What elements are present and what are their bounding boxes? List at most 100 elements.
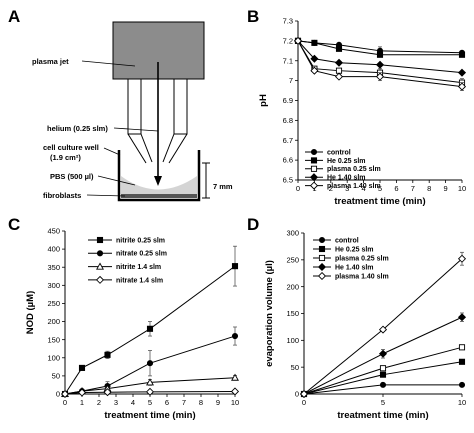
chart-d-x-tick-label: 5 <box>381 398 385 407</box>
chart-b-y-tick-label: 6.7 <box>283 136 293 145</box>
chart-b-x-tick-label: 10 <box>458 184 466 193</box>
chart-c-y-tick-label: 300 <box>47 281 60 290</box>
chart-c-x-tick-label: 8 <box>199 398 203 407</box>
panel-c-letter: C <box>8 215 20 234</box>
nozzle-taper-left-outer <box>127 133 147 164</box>
chart-d-y-tick-label: 0 <box>295 390 299 399</box>
fibroblasts-label: fibroblasts <box>43 191 81 200</box>
chart-c-x-tick-label: 5 <box>148 398 152 407</box>
fibroblasts-leader <box>86 194 126 197</box>
chart-c-x-tick-label: 6 <box>165 398 169 407</box>
chart-c-y-tick-label: 0 <box>56 390 60 399</box>
chart-b-legend-marker <box>309 181 319 190</box>
chart-b-data-point <box>458 51 466 58</box>
jet-tube-left <box>127 78 142 135</box>
chart-d-data-point <box>457 313 467 322</box>
chart-c-legend-marker <box>96 236 104 244</box>
chart-d-legend-label: control <box>335 237 359 244</box>
chart-c-legend-marker <box>95 275 105 284</box>
chart-d-data-point <box>378 325 388 334</box>
chart-c-legend-marker <box>96 262 104 270</box>
well-label-line2: (1.9 cm²) <box>50 153 81 162</box>
chart-d-data-point <box>379 371 387 378</box>
chart-b-data-point <box>375 72 385 81</box>
chart-b-x-tick-label: 4 <box>362 184 366 193</box>
chart-d-y-tick-label: 50 <box>291 363 299 372</box>
chart-b-series-plasma-1-40-slm <box>293 36 467 91</box>
jet-tube-right <box>173 78 188 135</box>
chart-c-y-tick-label: 50 <box>52 371 60 380</box>
chart-b-y-axis-title: pH <box>258 94 269 107</box>
chart-b-x-tick-label: 2 <box>329 184 333 193</box>
chart-b-x-tick-label: 5 <box>378 184 382 193</box>
chart-c-y-tick-label: 400 <box>47 245 60 254</box>
chart-nod: 0 50 100 150 200 250 300 350 400 450 0 1 2 3 4 5 6 7 8 9 10 t… <box>25 227 239 421</box>
chart-d-y-axis-title: evaporation volume (µl) <box>264 260 275 367</box>
chart-b-data-point <box>310 54 319 63</box>
chart-c-legend-label: nitrite 0.25 slm <box>116 237 165 244</box>
chart-b-data-point <box>334 72 344 81</box>
chart-b-y-tick-label: 7.1 <box>283 56 293 65</box>
panel-b-letter: B <box>247 7 259 26</box>
chart-b-data-point <box>310 66 319 75</box>
chart-b-data-point <box>376 51 384 58</box>
chart-c-x-tick-label: 4 <box>131 398 135 407</box>
chart-b-x-tick-label: 8 <box>427 184 431 193</box>
chart-d-data-point <box>458 358 466 365</box>
chart-b-data-point <box>375 60 385 69</box>
chart-c-data-point <box>104 351 111 358</box>
chart-c-y-tick-label: 100 <box>47 353 60 362</box>
chart-c-data-point <box>231 332 239 340</box>
chart-b-data-point <box>335 45 343 52</box>
chart-d-legend-marker <box>317 271 327 281</box>
culture-well <box>117 150 201 202</box>
pbs-leader <box>97 175 136 186</box>
chart-d-x-tick-label: 0 <box>302 398 306 407</box>
chart-d-legend-label: He 0.25 slm <box>335 246 374 253</box>
chart-b-y-tick-label: 6.5 <box>283 176 293 185</box>
chart-d-legend-marker <box>318 236 326 244</box>
chart-b-legend-label: plasma 0.25 slm <box>327 166 381 173</box>
chart-b-data-point <box>457 82 467 91</box>
chart-d-data-point <box>458 381 466 388</box>
chart-c-data-point <box>230 387 240 396</box>
well-label-line1: cell culture well <box>43 143 99 152</box>
chart-evaporation: 0 50 100 150 200 250 300 0 5 10 treatment time (mi… <box>264 229 466 421</box>
chart-b-x-axis-title: treatment time (min) <box>334 196 425 207</box>
chart-d-y-tick-label: 100 <box>286 336 299 345</box>
chart-d-legend-label: He 1.40 slm <box>335 264 374 271</box>
chart-b-y-tick-label: 7 <box>289 76 293 85</box>
chart-d-y-tick-label: 250 <box>286 255 299 264</box>
chart-d-series-he-1-40-slm <box>299 312 467 399</box>
chart-d-series-plasma-1-40-slm <box>299 251 467 399</box>
chart-d-x-tick-label: 10 <box>458 398 466 407</box>
chart-c-series-nitrate-1-4-slm <box>60 387 240 399</box>
chart-b-legend-label: plasma 1.40 slm <box>327 183 381 190</box>
chart-c-y-tick-label: 150 <box>47 335 60 344</box>
chart-c-y-axis-title: NOD (µM) <box>25 291 36 334</box>
plasma-jet-label: plasma jet <box>32 57 69 66</box>
helium-label: helium (0.25 slm) <box>47 124 108 133</box>
chart-d-data-point <box>379 365 387 372</box>
chart-d-legend-marker <box>317 262 327 272</box>
chart-d-data-point <box>379 381 387 388</box>
chart-b-y-tick-label: 7.3 <box>283 17 293 26</box>
nozzle-taper-right-outer <box>168 133 188 164</box>
chart-c-data-point <box>103 388 112 397</box>
chart-c-data-point <box>231 263 239 270</box>
gas-flow-arrowhead <box>154 176 162 186</box>
chart-d-legend-marker <box>318 245 326 253</box>
chart-c-x-tick-label: 1 <box>80 398 84 407</box>
chart-c-legend-label: nitrate 1.4 slm <box>116 277 163 284</box>
chart-b-x-tick-label: 6 <box>394 184 398 193</box>
chart-d-y-tick-label: 200 <box>286 282 299 291</box>
plasma-jet-leader <box>81 60 136 67</box>
chart-d-data-point <box>457 254 467 263</box>
chart-b-data-point <box>457 68 467 77</box>
chart-d-legend-label: plasma 1.40 slm <box>335 273 389 280</box>
chart-d-legend-label: plasma 0.25 slm <box>335 255 389 262</box>
chart-c-data-point <box>231 373 239 381</box>
chart-b-legend-marker <box>310 157 318 164</box>
chart-b-data-point <box>293 36 303 45</box>
chart-d-data-point <box>378 349 388 358</box>
